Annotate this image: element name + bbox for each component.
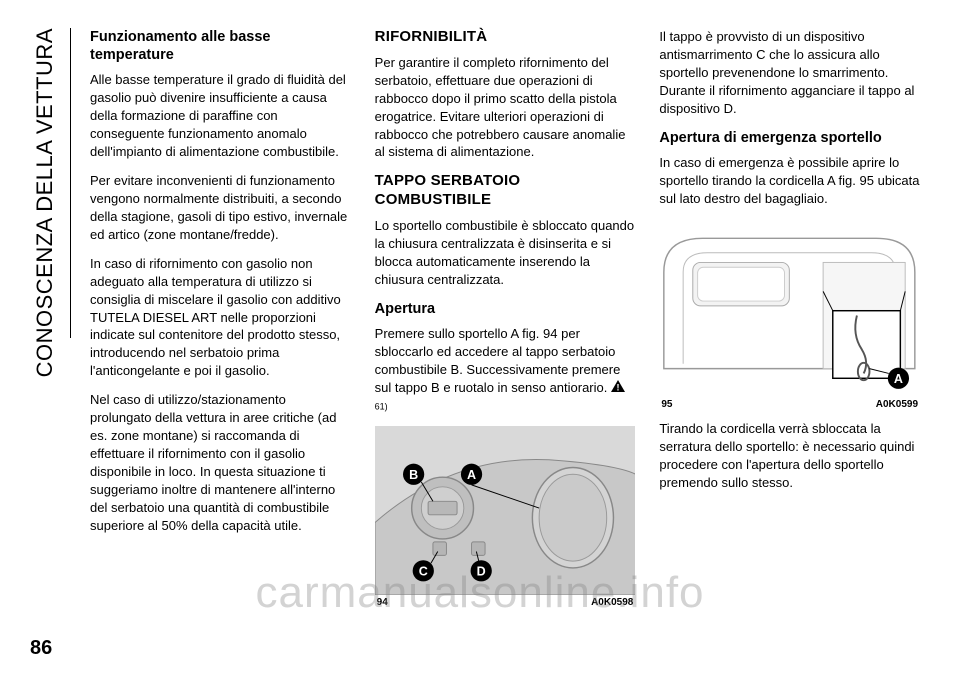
paragraph: In caso di emergenza è possibile aprire …	[659, 154, 920, 208]
paragraph: Premere sullo sportello A fig. 94 per sb…	[375, 325, 636, 415]
manual-page: CONOSCENZA DELLA VETTURA Funzionamento a…	[0, 0, 960, 678]
warning-icon: !	[611, 379, 625, 397]
fig94-label-c: C	[418, 565, 427, 579]
figure-code: A0K0598	[591, 597, 633, 608]
figure-95: A 95 A0K0599	[659, 219, 920, 411]
paragraph: Nel caso di utilizzo/stazionamento prolu…	[90, 391, 351, 535]
figure-number: 94	[377, 597, 388, 608]
section-label: CONOSCENZA DELLA VETTURA	[32, 28, 58, 377]
column-3: Il tappo è provvisto di un dispositivo a…	[659, 28, 920, 618]
svg-text:!: !	[617, 383, 620, 393]
paragraph: Lo sportello combustibile è sbloccato qu…	[375, 217, 636, 289]
paragraph: Per garantire il completo rifornimento d…	[375, 54, 636, 162]
heading-emergency: Apertura di emergenza sportello	[659, 129, 920, 147]
figure-number: 95	[661, 399, 672, 410]
paragraph: Il tappo è provvisto di un dispositivo a…	[659, 28, 920, 118]
column-2: RIFORNIBILITÀ Per garantire il completo …	[375, 28, 636, 618]
sidebar-divider	[70, 28, 71, 338]
figure-94-caption: 94 A0K0598	[375, 595, 636, 608]
heading-opening: Apertura	[375, 300, 636, 318]
fig94-label-b: B	[409, 468, 418, 482]
heading-fuel-cap: TAPPO SERBATOIO COMBUSTIBILE	[375, 172, 636, 210]
page-number: 86	[30, 637, 52, 660]
figure-95-caption: 95 A0K0599	[659, 397, 920, 410]
figure-94: B A C D 94 A0K0598	[375, 426, 636, 608]
warning-ref: 61)	[375, 401, 388, 411]
paragraph: Alle basse temperature il grado di fluid…	[90, 71, 351, 161]
heading-refuel: RIFORNIBILITÀ	[375, 28, 636, 47]
paragraph-text: Premere sullo sportello A fig. 94 per sb…	[375, 326, 621, 395]
heading-low-temp: Funzionamento alle basse temperature	[90, 28, 351, 64]
figure-code: A0K0599	[876, 399, 918, 410]
paragraph: In caso di rifornimento con gasolio non …	[90, 255, 351, 381]
fig94-label-a: A	[467, 468, 476, 482]
paragraph: Per evitare inconvenienti di funzionamen…	[90, 172, 351, 244]
column-1: Funzionamento alle basse temperature All…	[90, 28, 351, 618]
content-columns: Funzionamento alle basse temperature All…	[90, 28, 920, 618]
paragraph: Tirando la cordicella verrà sbloccata la…	[659, 420, 920, 492]
fig95-label-a: A	[894, 372, 903, 386]
fig94-label-d: D	[476, 565, 485, 579]
